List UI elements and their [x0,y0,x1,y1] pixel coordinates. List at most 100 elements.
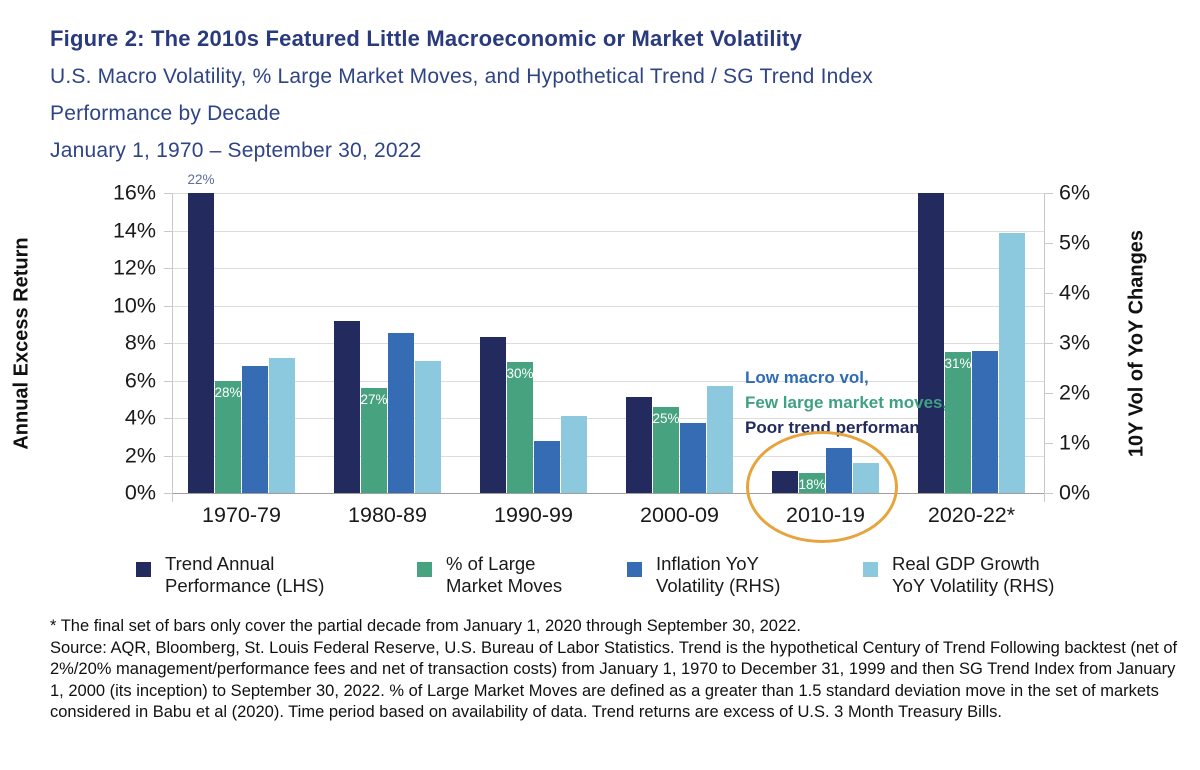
footnote-source: Source: AQR, Bloomberg, St. Louis Federa… [50,638,1178,722]
chart-annotation: Low macro vol, Few large market moves, Poo… [745,365,947,440]
bar-value-label: 28% [214,384,242,400]
legend-item: Trend Annual Performance (LHS) [136,553,324,597]
left-axis-tick [164,230,172,232]
legend-swatch [627,562,642,577]
right-axis-line [1044,193,1045,502]
annotation-line: Few large market moves, [745,393,948,412]
right-axis-tick [1045,293,1053,294]
bar-group-1980-89: 27% [334,193,441,493]
legend-label: % of Large Market Moves [446,553,563,596]
right-axis-tick-label: 4% [1059,280,1091,305]
legend-label: Real GDP Growth YoY Volatility (RHS) [892,553,1055,596]
left-axis-tick [164,418,172,419]
bar-inflation-yoy-volatility-rhs-1980-89 [388,333,414,493]
chart-legend: Trend Annual Performance (LHS) % of Large M… [0,553,1200,609]
bar-real-gdp-growth-yoy-volatility-rhs-2020-22* [999,233,1025,493]
gridline [172,455,1045,457]
bar-inflation-yoy-volatility-rhs-2000-09 [680,423,706,493]
bar-value-label: 22% [187,172,215,187]
x-axis-label-1980-89: 1980-89 [348,503,427,527]
bar-trend-annual-performance-lhs-2000-09 [626,397,652,493]
figure-header: Figure 2: The 2010s Featured Little Macr… [50,26,1150,163]
left-axis-tick [164,380,172,382]
left-axis-tick-label: 16% [112,180,156,205]
gridline [172,493,1045,494]
bar-group-1970-79: 22% 28% [187,172,295,493]
right-axis-tick [1045,243,1053,244]
footnote-asterisk: * The final set of bars only cover the p… [50,617,801,635]
x-axis-label-2020-22*: 2020-22* [927,503,1016,527]
gridline [172,230,1045,232]
left-axis-tick-label: 4% [124,405,156,430]
bar-value-label: 25% [652,410,680,426]
figure-subtitle-line1: U.S. Macro Volatility, % Large Market Mo… [50,65,873,88]
legend-item: Inflation YoY Volatility (RHS) [627,553,780,597]
figure-date-range: January 1, 1970 – September 30, 2022 [50,139,422,162]
bar-inflation-yoy-volatility-rhs-2020-22* [972,350,998,493]
figure-subtitle-line2: Performance by Decade [50,102,281,125]
bar-trend-annual-performance-lhs-1990-99 [480,337,506,493]
right-axis-tick-label: 3% [1059,330,1091,355]
gridline [172,193,1045,194]
right-axis-tick-label: 5% [1059,230,1091,255]
legend-swatch [136,562,151,577]
left-axis-line [172,193,173,502]
footnotes: * The final set of bars only cover the p… [50,616,1192,724]
left-axis-tick-label: 0% [124,480,156,505]
legend-label: Trend Annual Performance (LHS) [165,553,325,596]
bar-trend-annual-performance-lhs-1980-89 [334,320,360,493]
right-axis-tick [1045,393,1053,394]
bar-inflation-yoy-volatility-rhs-1970-79 [242,365,268,493]
right-axis-tick-label: 0% [1059,480,1091,505]
bar-of-large-market-moves-1970-79: 28% [214,380,242,493]
bar-of-large-market-moves-2000-09: 25% [652,406,680,493]
bar-of-large-market-moves-2020-22*: 31% [944,352,972,493]
bar-trend-annual-performance-lhs-2020-22* [918,193,944,493]
x-axis-label-1970-79: 1970-79 [202,503,281,527]
left-axis-tick [164,343,172,344]
bar-inflation-yoy-volatility-rhs-1990-99 [534,440,560,493]
right-axis-tick [1045,193,1053,194]
highlight-ellipse [746,431,898,543]
left-axis-title: Annual Excess Return [10,237,33,450]
legend-swatch [417,562,432,577]
bar-real-gdp-growth-yoy-volatility-rhs-1970-79 [269,358,295,493]
bar-value-label: 31% [944,356,972,372]
bar-of-large-market-moves-1990-99: 30% [506,361,534,493]
bar-group-1990-99: 30% [480,193,587,493]
legend-swatch [863,562,878,577]
left-axis-tick-label: 6% [124,368,156,392]
bar-real-gdp-growth-yoy-volatility-rhs-2000-09 [707,385,733,493]
legend-label: Inflation YoY Volatility (RHS) [656,553,781,596]
gridline [172,380,1045,382]
plot-area: 22% 28% 27% 30% 25% 18% 31% 1970-79 1980-89 1990… [164,172,1053,543]
left-axis-tick [164,268,172,269]
bar-value-label: 30% [506,365,534,381]
right-axis-tick [1045,493,1053,494]
bar-real-gdp-growth-yoy-volatility-rhs-1990-99 [561,415,587,493]
left-axis-tick-label: 8% [124,330,156,355]
right-axis-title: 10Y Vol of YoY Changes [1125,229,1148,458]
gridline [172,268,1045,269]
left-axis-tick [164,455,172,457]
left-axis-tick [164,493,172,494]
right-axis-tick [1045,343,1053,344]
bar-trend-annual-performance-lhs-1970-79: 22% [187,172,215,493]
bar-group-2020-22*: 31% [918,193,1025,493]
right-axis-tick-label: 1% [1059,430,1091,455]
left-axis-tick-label: 10% [112,293,156,317]
bar-group-2000-09: 25% [626,193,733,493]
gridline [172,305,1045,307]
gridline [172,418,1045,419]
x-axis-label-2000-09: 2000-09 [640,503,719,527]
annotation-line: Poor trend performance [745,418,939,437]
gridline [172,343,1045,344]
left-axis-tick-label: 12% [112,255,156,280]
legend-item: Real GDP Growth YoY Volatility (RHS) [863,553,1054,597]
bar-of-large-market-moves-1980-89: 27% [360,388,388,493]
left-axis-tick [164,193,172,194]
x-axis-label-1990-99: 1990-99 [494,503,573,527]
bar-chart: Annual Excess Return 10Y Vol of YoY Chan… [10,172,1148,543]
right-axis-tick [1045,443,1053,444]
bar-value-label: 27% [360,392,388,407]
